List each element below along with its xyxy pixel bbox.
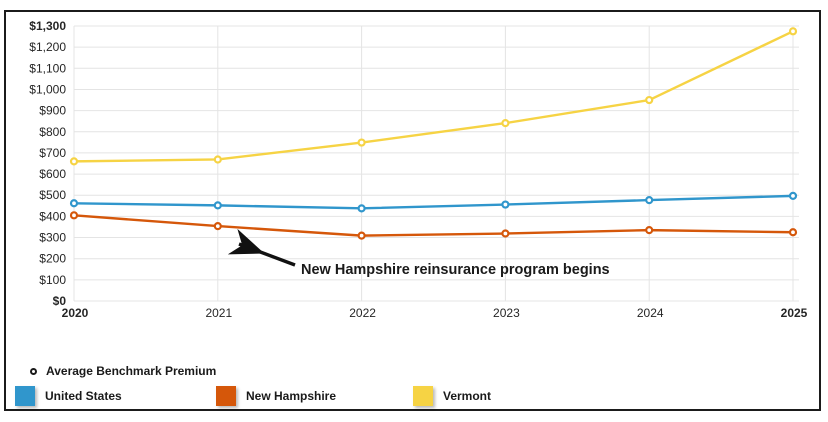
series-vermont [69, 27, 798, 166]
legend-marker-label: Average Benchmark Premium [46, 364, 217, 378]
legend-item-united-states: United States [15, 386, 122, 406]
united-states-swatch-icon [15, 386, 35, 406]
data-point-marker [788, 228, 798, 237]
legend-item-vermont: Vermont [413, 386, 491, 406]
data-point-marker [69, 199, 79, 208]
data-point-marker [788, 27, 798, 36]
data-point-marker-icon [30, 367, 37, 375]
y-tick-label: $400 [39, 209, 66, 223]
annotation-label: New Hampshire reinsurance program begins [301, 262, 610, 278]
data-point-marker [69, 211, 79, 220]
x-tick-label: 2022 [349, 306, 376, 320]
y-tick-label: $900 [39, 104, 66, 118]
data-point-marker [213, 222, 222, 231]
premium-line-chart: $0 $100 $200 $300 $400 $500 $600 $700 $800 $900 $1… [29, 19, 808, 320]
data-point-marker [645, 195, 654, 205]
vermont-swatch-icon [413, 386, 433, 406]
legend-item-label: New Hampshire [246, 389, 337, 403]
y-tick-label: $1,200 [29, 40, 66, 54]
y-tick-label: $100 [39, 273, 66, 287]
data-point-marker [357, 231, 366, 240]
legend-item-label: United States [45, 389, 122, 403]
data-point-marker [645, 95, 654, 105]
y-tick-label: $1,300 [29, 19, 66, 33]
y-tick-label: $1,100 [29, 61, 66, 75]
data-point-marker [501, 118, 510, 128]
x-tick-label: 2025 [781, 306, 808, 320]
new-hampshire-swatch-icon [216, 386, 236, 406]
data-point-marker [213, 155, 222, 164]
y-tick-label: $800 [39, 125, 66, 139]
y-tick-label: $700 [39, 146, 66, 160]
chart-frame: $0 $100 $200 $300 $400 $500 $600 $700 $800 $900 $1… [4, 10, 821, 411]
legend-item-label: Vermont [443, 389, 492, 403]
series-united-states [69, 191, 798, 213]
y-axis-tick-labels: $0 $100 $200 $300 $400 $500 $600 $700 $800 $900 $1… [29, 19, 66, 308]
data-point-marker [357, 204, 366, 213]
annotation-group: New Hampshire reinsurance program begins [227, 228, 610, 278]
data-point-marker [213, 201, 222, 210]
data-point-marker [501, 200, 510, 209]
y-tick-label: $0 [53, 294, 67, 308]
y-tick-label: $600 [39, 167, 66, 181]
data-point-marker [69, 157, 79, 166]
gridlines [73, 25, 799, 302]
legend-marker-row: Average Benchmark Premium [30, 365, 216, 377]
x-tick-label: 2020 [62, 306, 89, 320]
data-point-marker [788, 191, 798, 200]
y-tick-label: $300 [39, 231, 66, 245]
data-point-marker [357, 138, 366, 147]
y-tick-label: $1,000 [29, 82, 66, 96]
x-axis-tick-labels: 2020 2021 2022 2023 2024 2025 [62, 306, 808, 320]
series-new-hampshire [69, 211, 798, 240]
data-point-marker [645, 226, 654, 235]
x-tick-label: 2023 [493, 306, 520, 320]
annotation-arrow-icon [227, 228, 296, 267]
x-tick-label: 2024 [637, 306, 664, 320]
legend-item-new-hampshire: New Hampshire [216, 386, 336, 406]
y-tick-label: $200 [39, 252, 66, 266]
y-tick-label: $500 [39, 188, 66, 202]
data-point-marker [501, 229, 510, 238]
x-tick-label: 2021 [205, 306, 232, 320]
